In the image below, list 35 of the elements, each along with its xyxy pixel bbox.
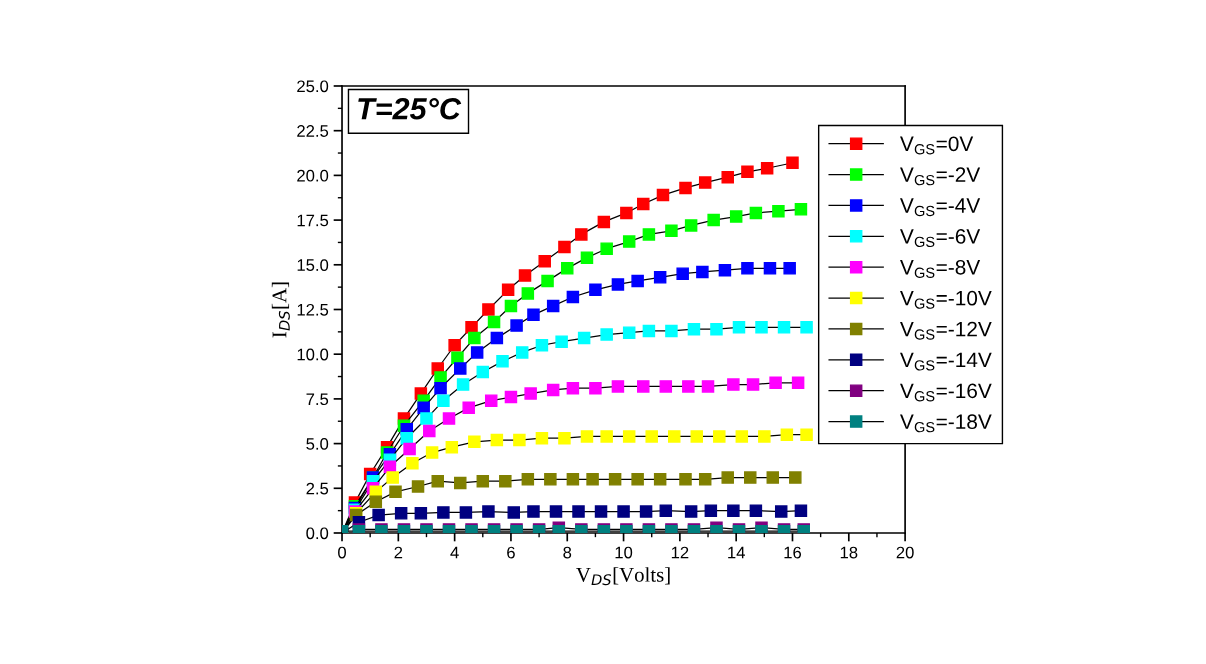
legend-label: V$_{GS}$=-8V — [900, 259, 981, 278]
x-tick-label: 10 — [615, 546, 633, 559]
legend-label: V$_{GS}$=-2V — [900, 167, 981, 186]
x-tick-label: 18 — [840, 546, 858, 559]
legend-label: V$_{GS}$=-6V — [900, 229, 981, 248]
y-tick-label: 10.0 — [297, 348, 329, 361]
legend-label: V$_{GS}$=-4V — [900, 198, 981, 217]
y-axis-title: I$_{DS}$[A] — [271, 282, 290, 338]
legend-label: V$_{GS}$=0V — [900, 136, 974, 155]
y-tick-label: 5.0 — [306, 437, 329, 450]
x-tick-label: 6 — [507, 546, 515, 559]
y-tick-label: 17.5 — [297, 214, 329, 227]
x-tick-label: 14 — [728, 546, 745, 559]
x-tick-label: 4 — [450, 546, 459, 559]
y-tick-label: 20.0 — [297, 169, 329, 182]
x-tick-label: 12 — [671, 546, 689, 559]
y-tick-label: 25.0 — [297, 80, 329, 93]
x-tick-label: 0 — [338, 546, 346, 559]
x-axis-title: V$_{DS}$[Volts] — [576, 567, 670, 586]
x-tick-label: 20 — [896, 546, 914, 559]
y-tick-label: 15.0 — [297, 259, 329, 271]
y-tick-label: 2.5 — [306, 482, 329, 495]
legend-label: V$_{GS}$=-14V — [900, 352, 992, 371]
legend-label: V$_{GS}$=-18V — [900, 414, 992, 433]
y-tick-label: 0.0 — [306, 527, 329, 540]
x-tick-label: 2 — [394, 546, 403, 559]
x-tick-label: 8 — [563, 546, 572, 559]
legend-label: V$_{GS}$=-16V — [900, 383, 992, 402]
y-tick-label: 7.5 — [306, 393, 329, 406]
legend-label: V$_{GS}$=-10V — [900, 290, 992, 309]
y-tick-label: 22.5 — [297, 125, 329, 137]
annotation: T=25°C — [358, 97, 462, 120]
legend-label: V$_{GS}$=-12V — [900, 321, 992, 340]
y-tick-label: 12.5 — [297, 303, 329, 316]
x-tick-label: 16 — [784, 546, 802, 559]
